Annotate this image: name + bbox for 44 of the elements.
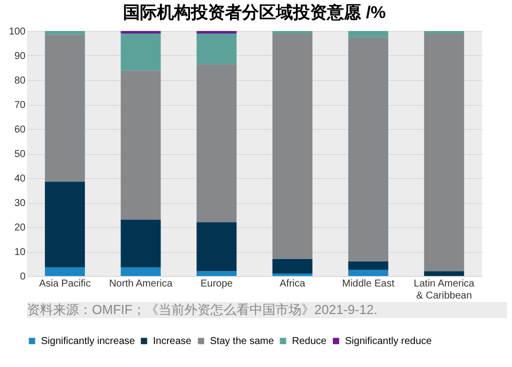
text: 资料来源：OMFIF；《当前外资怎么看中国市场》2021-9-12.: [27, 302, 378, 317]
bar: [196, 222, 237, 272]
legend-label: Stay the same: [210, 336, 274, 347]
bar: [120, 267, 161, 276]
x-tick-label: North America: [109, 278, 173, 290]
x-tick-label: Asia Pacific: [39, 278, 91, 290]
bar: [348, 31, 388, 38]
bar: [348, 261, 388, 270]
y-tick-label: 30: [14, 198, 26, 209]
bar: [120, 33, 161, 70]
bar: [196, 64, 237, 222]
bar: [44, 34, 85, 182]
y-tick-label: 70: [14, 100, 26, 111]
bar: [348, 37, 388, 262]
y-tick-label: 100: [8, 26, 26, 38]
bar: [272, 33, 312, 259]
bar: [44, 31, 85, 35]
legend-label: Increase: [153, 336, 192, 347]
x-tick-label: Middle East: [342, 278, 395, 290]
bar: [120, 70, 161, 220]
y-tick-label: 60: [14, 124, 26, 136]
y-tick-label: 80: [14, 76, 26, 86]
y-tick-label: 40: [14, 174, 26, 184]
bar: [424, 33, 464, 272]
legend-label: Significantly increase: [41, 336, 136, 347]
y-tick-label: 0: [20, 272, 26, 282]
bar: [424, 271, 464, 276]
legend-label: Significantly reduce: [345, 336, 432, 347]
x-tick-label: Africa: [280, 278, 306, 290]
bar: [44, 182, 85, 268]
bar: [44, 267, 85, 276]
y-tick-label: 90: [14, 51, 26, 62]
legend-label: Reduce: [292, 336, 327, 347]
x-tick-label: Latin America & Caribbean: [414, 278, 475, 302]
chart-title: 国际机构投资者分区域投资意愿 /%: [123, 3, 386, 22]
y-tick-label: 10: [14, 247, 26, 258]
bar: [196, 271, 237, 276]
bar: [272, 258, 312, 274]
bar: [196, 33, 237, 64]
bar: [348, 270, 388, 276]
bar: [120, 220, 161, 268]
y-tick-label: 20: [14, 222, 26, 234]
x-tick-label: Europe: [200, 278, 234, 290]
y-tick-label: 50: [14, 149, 26, 160]
